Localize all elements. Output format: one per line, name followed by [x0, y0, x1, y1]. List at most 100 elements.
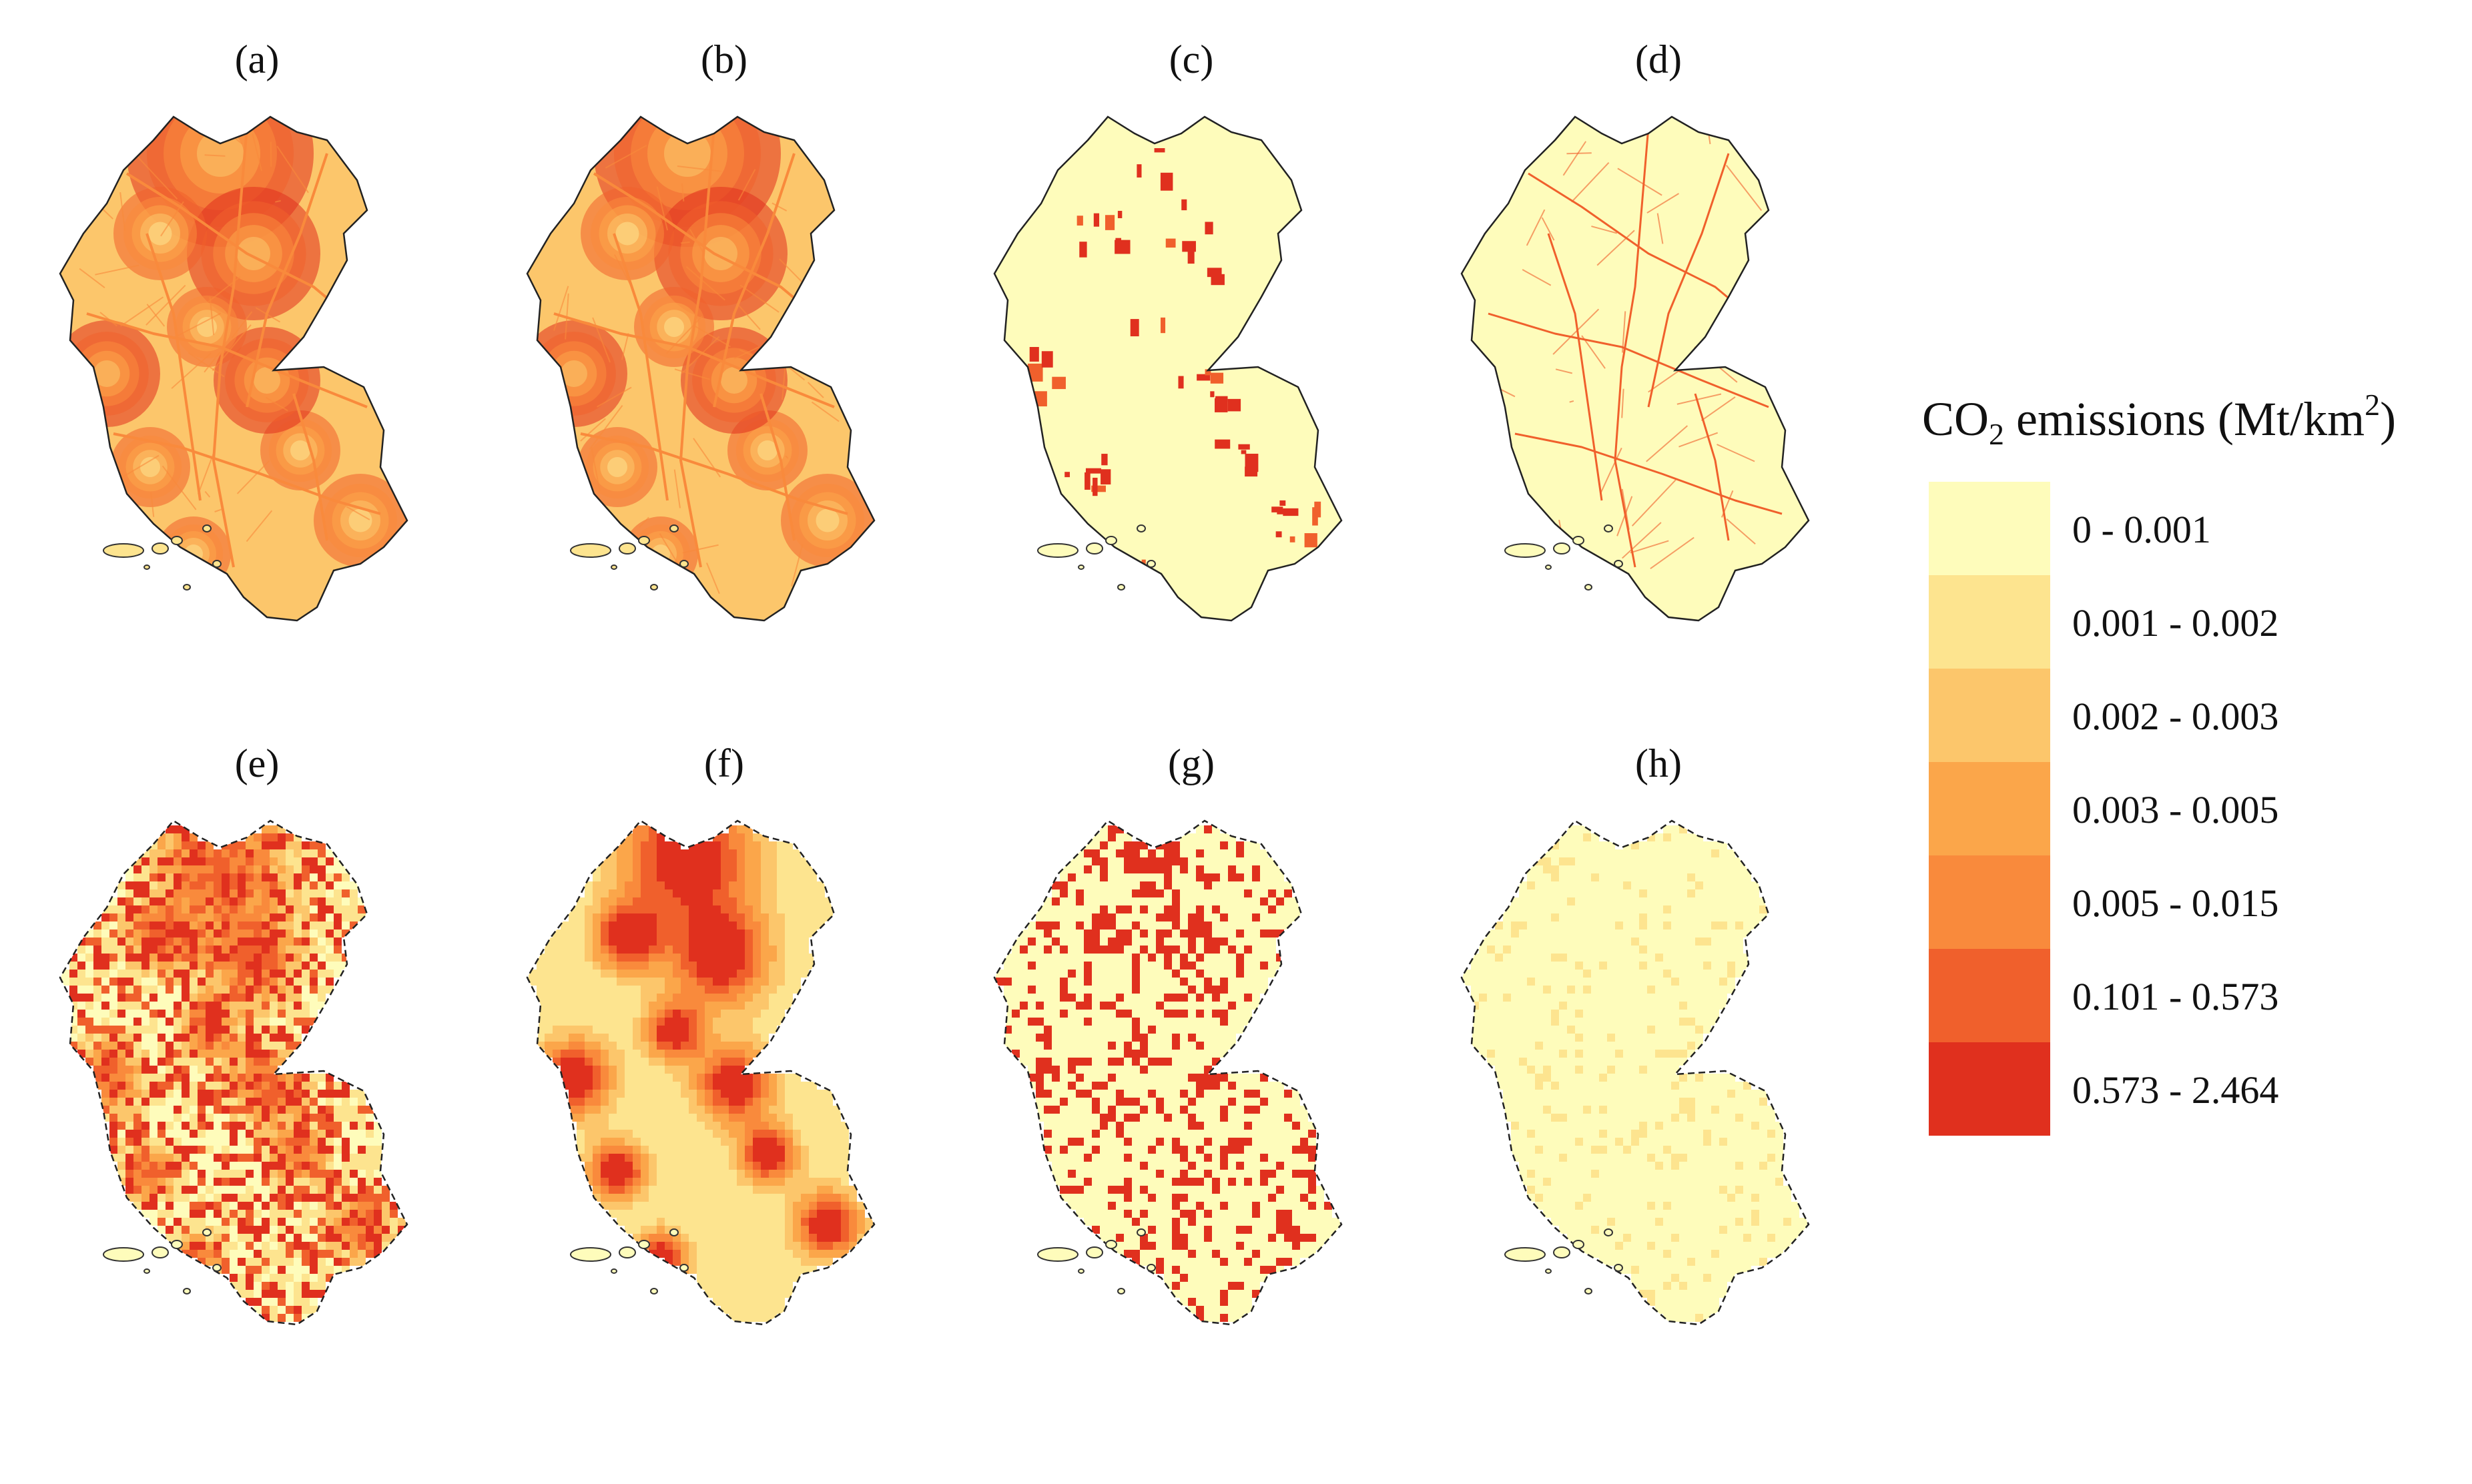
grid-cell [1132, 1090, 1140, 1098]
grid-cell [350, 1242, 358, 1250]
road-line [1547, 233, 1603, 501]
grid-cell [665, 1098, 673, 1106]
grid-cell [278, 1186, 286, 1194]
grid-cell [1084, 986, 1092, 994]
grid-cell [270, 1234, 278, 1242]
grid-cell [1148, 1058, 1156, 1066]
grid-cell [1188, 865, 1196, 873]
grid-cell [641, 897, 649, 905]
grid-cell [158, 1210, 166, 1218]
grid-cell [1180, 1026, 1188, 1034]
grid-cell [617, 1098, 625, 1106]
grid-cell [1068, 873, 1076, 881]
grid-cell [254, 1106, 262, 1114]
grid-cell [561, 1026, 569, 1034]
grid-cell [1092, 1122, 1100, 1130]
grid-cell [310, 946, 318, 954]
emission-zone [615, 222, 639, 246]
grid-cell [286, 1034, 294, 1042]
grid-cell [166, 1010, 174, 1018]
grid-cell [793, 1186, 801, 1194]
grid-cell [777, 1250, 785, 1258]
grid-cell [1076, 954, 1084, 962]
minor-road [162, 465, 197, 510]
grid-cell [1124, 865, 1132, 873]
emission-patch [1119, 558, 1129, 569]
grid-cell [318, 1138, 326, 1146]
grid-cell [174, 881, 182, 889]
grid-cell [729, 1266, 737, 1274]
grid-cell [817, 1138, 825, 1146]
grid-cell [1092, 1018, 1100, 1026]
grid-cell [214, 1170, 222, 1178]
grid-cell [1220, 930, 1228, 938]
grid-cell [149, 994, 158, 1002]
grid-cell [310, 978, 318, 986]
grid-cell [1076, 1090, 1084, 1098]
grid-cell [230, 1082, 238, 1090]
grid-cell [1172, 1034, 1180, 1042]
grid-cell [633, 1074, 641, 1082]
grid-cell [85, 1042, 93, 1050]
grid-cell [729, 1250, 737, 1258]
emission-patch [1275, 531, 1282, 538]
grid-cell [206, 1082, 214, 1090]
grid-cell [705, 1066, 713, 1074]
grid-cell [101, 970, 109, 978]
grid-cell [149, 1138, 158, 1146]
grid-cell [745, 1074, 753, 1082]
grid-cell [689, 1034, 697, 1042]
grid-cell [729, 1298, 737, 1306]
grid-cell [793, 873, 801, 881]
grid-cell [1148, 1106, 1156, 1114]
grid-cell [1236, 1010, 1244, 1018]
grid-cell [625, 913, 633, 921]
grid-cell [1020, 1034, 1028, 1042]
grid-cell [745, 970, 753, 978]
grid-cell [761, 1018, 769, 1026]
grid-cell [761, 962, 769, 970]
grid-cell [777, 1106, 785, 1114]
grid-cell [117, 1082, 125, 1090]
grid-cell [1188, 946, 1196, 954]
grid-cell [1244, 905, 1252, 913]
grid-cell [230, 1090, 238, 1098]
grid-cell [585, 1098, 593, 1106]
grid-cell [753, 1306, 761, 1314]
grid-cell [657, 897, 665, 905]
grid-cell [1012, 946, 1020, 954]
grid-cell [569, 946, 577, 954]
grid-cell [753, 1026, 761, 1034]
grid-cell [149, 978, 158, 986]
grid-cell [729, 1226, 737, 1234]
grid-cell [230, 1050, 238, 1058]
grid-cell [1164, 946, 1172, 954]
grid-cell [1148, 1122, 1156, 1130]
grid-cell [657, 986, 665, 994]
grid-cell [125, 897, 133, 905]
minor-road [120, 296, 164, 327]
grid-cell [1132, 1122, 1140, 1130]
grid-cell [713, 1026, 721, 1034]
grid-cell [721, 1274, 729, 1282]
grid-cell [761, 1146, 769, 1154]
grid-cell [262, 1218, 270, 1226]
grid-cell [713, 994, 721, 1002]
grid-cell [649, 1138, 657, 1146]
grid-cell [214, 1194, 222, 1202]
grid-cell [238, 1258, 246, 1266]
grid-cell [174, 833, 182, 841]
grid-cell [1012, 986, 1020, 994]
grid-cell [198, 1218, 206, 1226]
grid-cell [617, 1138, 625, 1146]
grid-cell [673, 1058, 681, 1066]
grid-cell [326, 865, 334, 873]
grid-cell [214, 970, 222, 978]
minor-road [689, 229, 705, 255]
grid-cell [1212, 1090, 1220, 1098]
grid-cell [753, 1194, 761, 1202]
grid-cell [109, 970, 117, 978]
grid-cell [745, 1018, 753, 1026]
grid-cell [1260, 1098, 1268, 1106]
island-shape [679, 1264, 689, 1272]
